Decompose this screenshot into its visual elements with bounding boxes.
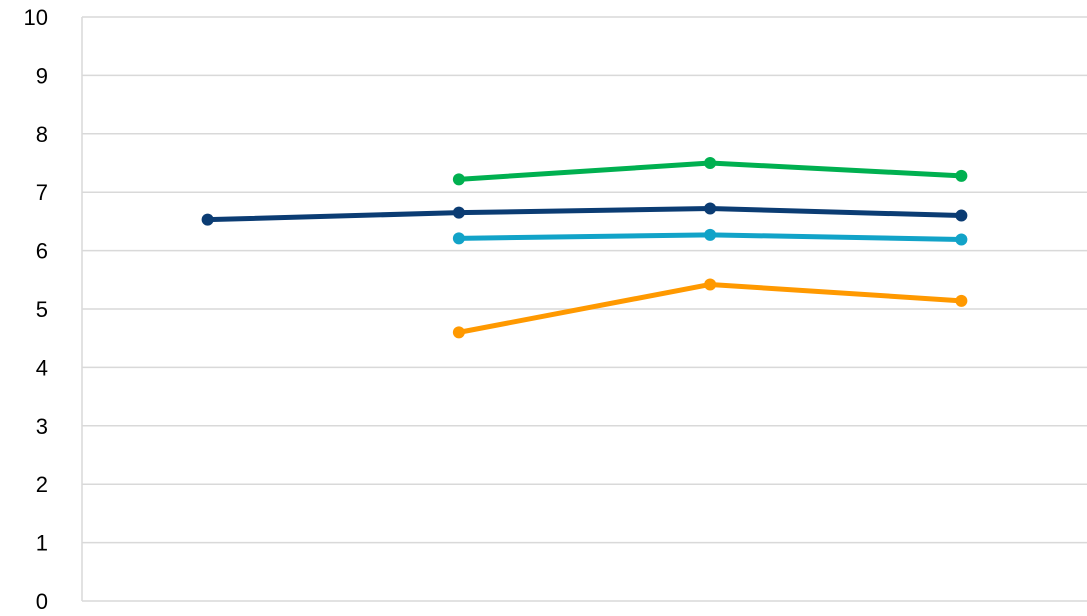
series-2-point-2 <box>704 228 717 241</box>
series-3 <box>452 278 968 339</box>
series-1-line <box>205 206 964 223</box>
series-layer <box>201 157 968 339</box>
series-1-point-2 <box>704 202 717 215</box>
y-tick-label-4: 4 <box>36 355 48 380</box>
y-tick-label-0: 0 <box>36 589 48 614</box>
series-1-point-0 <box>201 213 214 226</box>
y-tick-label-8: 8 <box>36 122 48 147</box>
y-tick-label-5: 5 <box>36 297 48 322</box>
y-tick-label-1: 1 <box>36 531 48 556</box>
series-1-point-1 <box>452 206 465 219</box>
y-axis: 0 1 2 3 4 5 6 7 8 9 10 <box>24 5 48 614</box>
y-tick-label-6: 6 <box>36 239 48 264</box>
y-tick-label-7: 7 <box>36 180 48 205</box>
y-tick-label-9: 9 <box>36 63 48 88</box>
series-1-point-3 <box>955 209 968 222</box>
series-3-point-1 <box>452 326 465 339</box>
series-3-point-3 <box>955 294 968 307</box>
y-tick-label-2: 2 <box>36 472 48 497</box>
series-2 <box>452 228 968 246</box>
series-0-point-2 <box>704 157 717 169</box>
y-tick-label-3: 3 <box>36 414 48 439</box>
series-3-point-2 <box>704 278 717 291</box>
y-tick-label-10: 10 <box>24 5 48 30</box>
series-0-point-3 <box>955 169 968 182</box>
series-0 <box>452 157 968 186</box>
series-2-point-1 <box>452 232 465 245</box>
series-2-point-3 <box>955 233 968 246</box>
series-1 <box>201 202 968 226</box>
series-0-point-1 <box>452 173 465 186</box>
